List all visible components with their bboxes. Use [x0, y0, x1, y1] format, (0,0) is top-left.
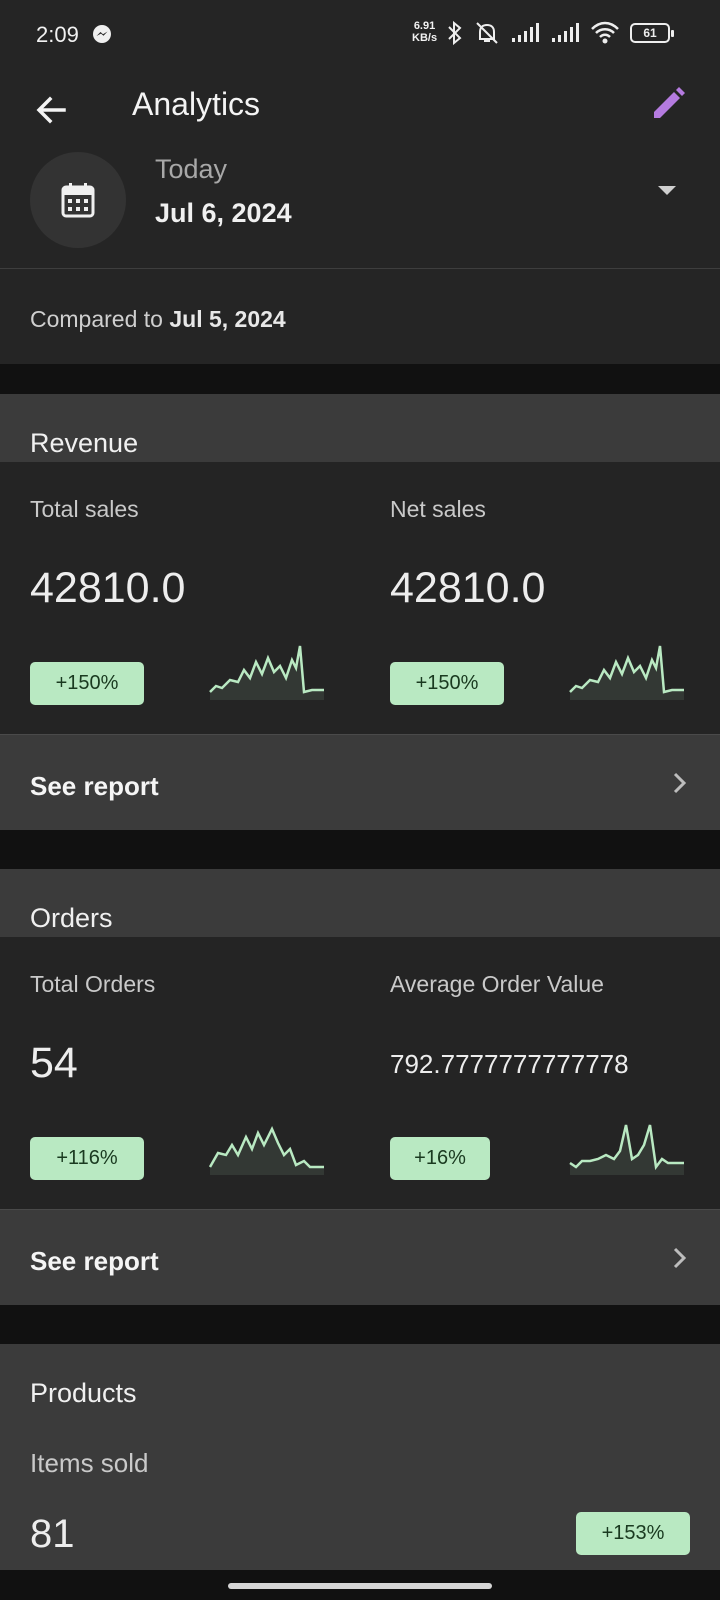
- bluetooth-icon: [448, 20, 462, 46]
- pencil-icon[interactable]: [648, 84, 688, 124]
- see-report-label: See report: [30, 771, 159, 801]
- status-bar: 2:09 6.91 KB/s: [0, 0, 720, 70]
- metric-label-total-orders: Total Orders: [30, 971, 156, 997]
- change-badge: +116%: [30, 1137, 144, 1180]
- metric-value-total-sales: 42810.0: [30, 564, 186, 612]
- metric-value-items-sold: 81: [30, 1512, 75, 1556]
- products-card: Products Items sold 81 +153%: [0, 1344, 720, 1570]
- status-time: 2:09: [36, 22, 79, 47]
- see-report-button[interactable]: See report: [0, 1209, 720, 1305]
- messenger-icon: [93, 25, 111, 43]
- change-badge: +150%: [390, 662, 504, 705]
- card-title: Products: [30, 1378, 137, 1408]
- metric-label-average-order-value: Average Order Value: [390, 971, 604, 997]
- header-section: Analytics Today Jul 6, 2024 Compared to …: [0, 70, 720, 364]
- chevron-right-icon: [673, 1247, 687, 1269]
- card-title: Revenue: [30, 428, 139, 458]
- change-badge: +16%: [390, 1137, 490, 1180]
- page-title: Analytics: [132, 86, 261, 122]
- date-range-value[interactable]: Jul 6, 2024: [155, 198, 292, 228]
- calendar-icon: [61, 183, 95, 218]
- comparison-text: Compared to Jul 5, 2024: [30, 306, 286, 332]
- arrow-left-icon[interactable]: [32, 90, 72, 130]
- chevron-right-icon: [673, 772, 687, 794]
- home-indicator[interactable]: [228, 1583, 492, 1589]
- sparkline-chart: [569, 645, 684, 700]
- metric-value-total-orders: 54: [30, 1039, 78, 1087]
- signal-icon: [552, 23, 579, 42]
- network-speed: 6.91 KB/s: [412, 20, 438, 44]
- metric-value-net-sales: 42810.0: [390, 564, 546, 612]
- card-title: Orders: [30, 903, 113, 933]
- wifi-icon: [591, 21, 619, 44]
- see-report-button[interactable]: See report: [0, 734, 720, 830]
- sparkline-chart: [569, 1124, 684, 1175]
- orders-card: Orders Total Orders 54 +116% Average Ord…: [0, 869, 720, 1305]
- date-range-label[interactable]: Today: [155, 154, 228, 184]
- battery-level: 61: [643, 26, 657, 40]
- metric-label-total-sales: Total sales: [30, 496, 139, 522]
- status-icons: 61: [446, 20, 674, 46]
- dropdown-arrow-icon[interactable]: [658, 186, 676, 195]
- signal-icon: [512, 23, 539, 42]
- mute-icon: [476, 22, 498, 44]
- see-report-label: See report: [30, 1246, 159, 1276]
- sparkline-chart: [209, 645, 324, 700]
- battery-icon: 61: [630, 23, 674, 43]
- divider: [0, 268, 720, 269]
- metric-label-items-sold: Items sold: [30, 1448, 149, 1478]
- calendar-button[interactable]: [30, 152, 126, 248]
- change-badge: +153%: [576, 1512, 690, 1555]
- change-badge: +150%: [30, 662, 144, 705]
- metric-value-average-order-value: 792.7777777777778: [390, 1049, 629, 1079]
- revenue-card: Revenue Total sales 42810.0 +150% Net sa…: [0, 394, 720, 830]
- sparkline-chart: [208, 1126, 324, 1175]
- metric-label-net-sales: Net sales: [390, 496, 486, 522]
- comparison-date: Jul 5, 2024: [169, 306, 286, 332]
